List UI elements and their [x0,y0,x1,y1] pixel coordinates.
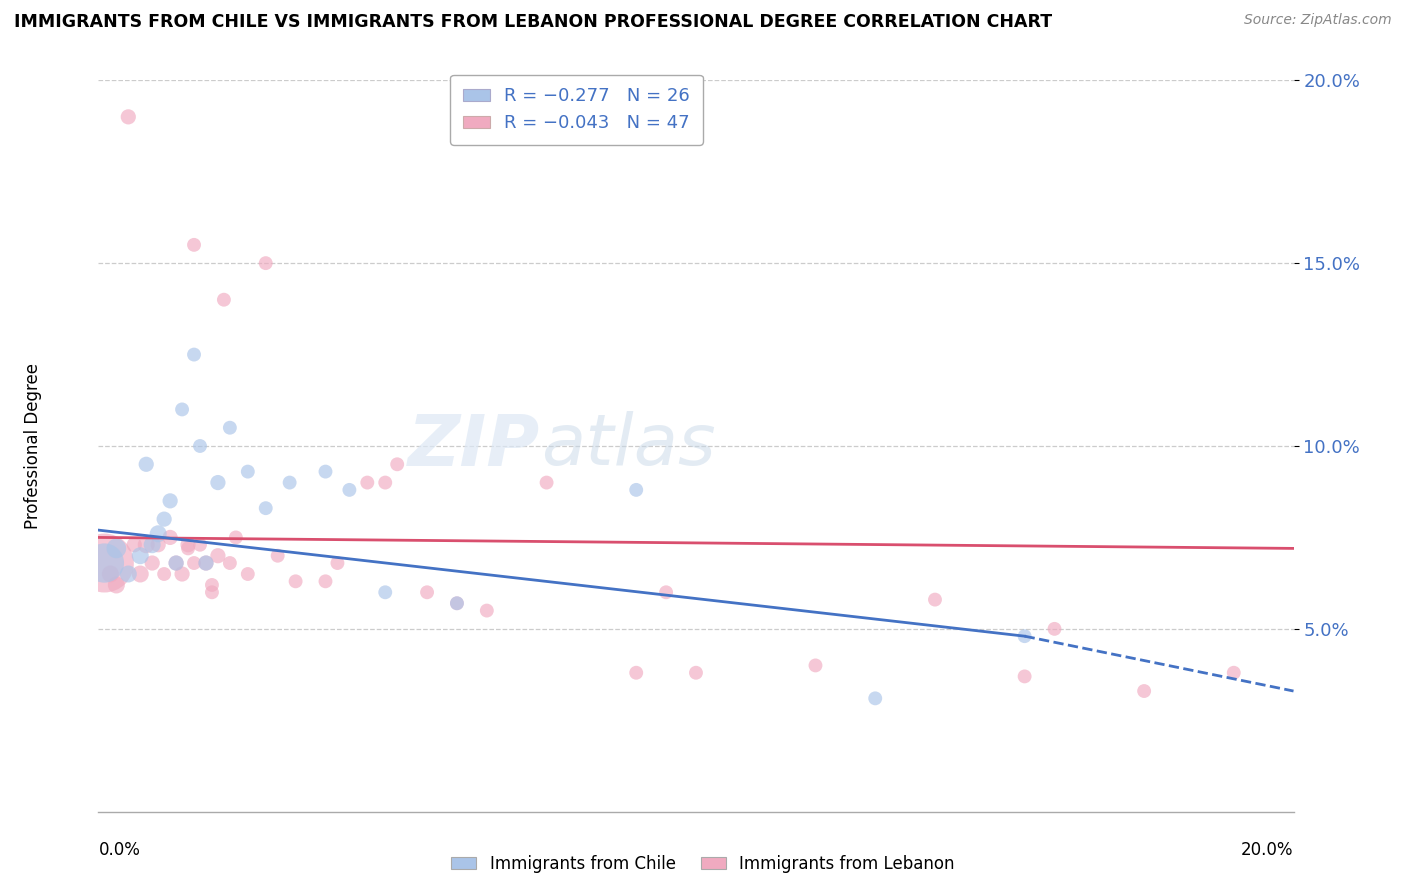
Point [315,465,337,479]
Point [105,541,128,556]
Point [236,567,259,582]
Point [177,541,200,556]
Point [446,596,468,610]
Point [865,691,887,706]
Point [153,512,176,526]
Point [416,585,439,599]
Point [135,538,157,552]
Text: 0.0%: 0.0% [98,841,141,859]
Point [141,556,163,570]
Point [207,549,229,563]
Point [201,585,224,599]
Point [356,475,378,490]
Point [225,530,247,544]
Point [117,567,139,582]
Point [1133,684,1156,698]
Point [212,293,235,307]
Point [165,556,187,570]
Point [804,658,827,673]
Point [159,494,181,508]
Point [165,556,187,570]
Point [924,592,946,607]
Point [267,549,290,563]
Point [219,421,242,435]
Point [219,556,242,570]
Point [93,556,115,570]
Point [148,526,170,541]
Point [626,665,648,680]
Point [326,556,349,570]
Point [195,556,218,570]
Text: Professional Degree: Professional Degree [24,363,42,529]
Point [195,556,218,570]
Point [129,549,152,563]
Point [446,596,468,610]
Point [183,556,205,570]
Point [159,530,181,544]
Point [172,402,194,417]
Point [124,538,146,552]
Point [374,585,396,599]
Point [172,567,194,582]
Point [1014,669,1036,683]
Point [626,483,648,497]
Point [201,578,224,592]
Text: IMMIGRANTS FROM CHILE VS IMMIGRANTS FROM LEBANON PROFESSIONAL DEGREE CORRELATION: IMMIGRANTS FROM CHILE VS IMMIGRANTS FROM… [14,13,1052,31]
Point [254,256,277,270]
Point [1043,622,1066,636]
Point [98,567,122,582]
Point [236,465,259,479]
Point [284,574,307,589]
Point [1223,665,1246,680]
Text: Source: ZipAtlas.com: Source: ZipAtlas.com [1244,13,1392,28]
Point [685,665,707,680]
Point [183,347,205,362]
Legend: Immigrants from Chile, Immigrants from Lebanon: Immigrants from Chile, Immigrants from L… [444,848,962,880]
Point [129,567,152,582]
Point [177,538,200,552]
Text: 20.0%: 20.0% [1241,841,1294,859]
Point [188,439,211,453]
Point [374,475,396,490]
Point [315,574,337,589]
Point [105,578,128,592]
Point [655,585,678,599]
Point [385,457,409,471]
Point [207,475,229,490]
Text: atlas: atlas [541,411,716,481]
Point [183,238,205,252]
Legend: R = −0.277   N = 26, R = −0.043   N = 47: R = −0.277 N = 26, R = −0.043 N = 47 [450,75,703,145]
Point [141,538,163,552]
Point [278,475,301,490]
Point [153,567,176,582]
Point [148,538,170,552]
Point [475,603,498,617]
Point [135,457,157,471]
Point [93,556,115,570]
Point [188,538,211,552]
Text: ZIP: ZIP [408,411,541,481]
Point [339,483,361,497]
Point [536,475,558,490]
Point [1014,629,1036,643]
Point [117,110,139,124]
Point [254,501,277,516]
